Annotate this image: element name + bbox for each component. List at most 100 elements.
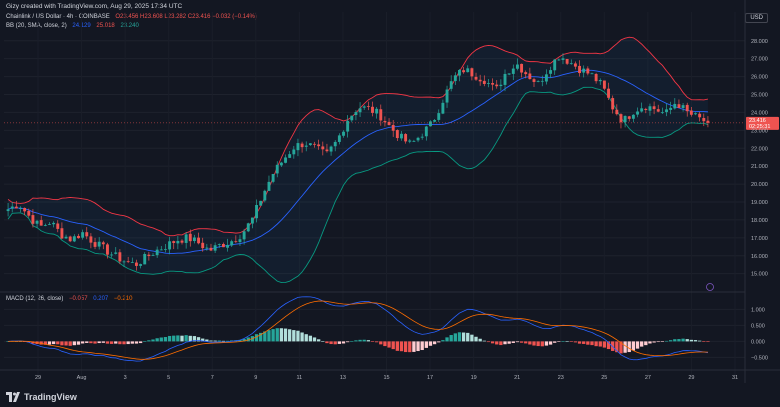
macd-hist-bar bbox=[130, 341, 134, 344]
macd-hist-bar bbox=[631, 341, 636, 351]
macd-hist-bar bbox=[246, 337, 250, 342]
macd-hist-bar bbox=[354, 340, 358, 342]
time-tick-label: Aug bbox=[77, 375, 87, 381]
candle-body bbox=[371, 106, 374, 113]
macd-hist-bar bbox=[428, 341, 433, 346]
macd-value: −0.057 bbox=[69, 296, 88, 302]
candle-body bbox=[532, 79, 536, 82]
candle-body bbox=[544, 74, 548, 82]
macd-hist-bar bbox=[225, 340, 230, 342]
candle-body bbox=[308, 143, 312, 146]
candle-body bbox=[565, 58, 569, 64]
macd-hist-bar bbox=[304, 334, 308, 342]
bb-upper-line bbox=[7, 36, 709, 237]
tradingview-logo[interactable]: TradingView bbox=[6, 392, 77, 402]
candle-body bbox=[412, 140, 416, 142]
candle-body bbox=[246, 223, 250, 232]
macd-hist-bar bbox=[300, 332, 304, 342]
macd-hist-bar bbox=[482, 340, 486, 342]
candle-body bbox=[97, 241, 101, 247]
candle-body bbox=[263, 190, 267, 201]
candle-body bbox=[619, 114, 623, 123]
candle-body bbox=[420, 136, 424, 138]
macd-hist-bar bbox=[275, 328, 279, 342]
macd-hist-bar bbox=[213, 340, 217, 342]
candle-body bbox=[159, 249, 163, 251]
price-tick-label: 22.000 bbox=[751, 146, 768, 152]
last-price-value: 23.416 bbox=[749, 118, 766, 124]
macd-hist-bar bbox=[445, 337, 449, 342]
candle-body bbox=[549, 70, 553, 74]
macd-hist-bar bbox=[577, 341, 582, 344]
bb-label[interactable]: BB (20, SMA, close, 2) bbox=[6, 23, 67, 29]
candle-body bbox=[689, 110, 693, 115]
macd-hist-bar bbox=[660, 341, 665, 342]
macd-line bbox=[8, 296, 708, 362]
candle-body bbox=[561, 58, 565, 60]
candle-body bbox=[486, 83, 490, 84]
price-tick-label: 24.000 bbox=[751, 110, 768, 116]
macd-hist-bar bbox=[416, 341, 420, 352]
candle-body bbox=[122, 261, 126, 263]
time-tick-label: 3 bbox=[124, 375, 127, 381]
macd-hist-bar bbox=[536, 341, 540, 347]
candle-body bbox=[466, 68, 470, 73]
candle-body bbox=[557, 59, 561, 61]
macd-hist-bar bbox=[652, 341, 656, 343]
macd-hist-bar bbox=[495, 341, 499, 345]
candle-body bbox=[499, 84, 503, 87]
candle-body bbox=[495, 84, 499, 87]
macd-hist-bar bbox=[201, 338, 205, 342]
macd-hist-bar bbox=[685, 339, 689, 342]
macd-hist-bar bbox=[242, 338, 246, 342]
macd-hist-bar bbox=[325, 341, 329, 344]
macd-hist-bar bbox=[511, 341, 515, 343]
candle-body bbox=[101, 242, 105, 245]
price-tick-label: 28.000 bbox=[751, 39, 768, 45]
candle-body bbox=[68, 236, 72, 242]
candle-body bbox=[474, 76, 478, 80]
bb-upper-value: 25.018 bbox=[96, 23, 115, 29]
macd-hist-bar bbox=[68, 341, 72, 346]
macd-hist-bar bbox=[64, 341, 68, 346]
candle-body bbox=[143, 253, 147, 265]
candle-body bbox=[238, 239, 242, 243]
candle-body bbox=[515, 64, 519, 69]
macd-hist-bar bbox=[76, 341, 81, 345]
candle-body bbox=[313, 143, 316, 145]
macd-hist-bar bbox=[635, 341, 640, 349]
macd-hist-bar bbox=[470, 334, 474, 342]
symbol-legend[interactable]: Chainlink / US Dollar · 4h · COINBASE O2… bbox=[6, 14, 261, 20]
candle-body bbox=[350, 115, 354, 121]
candle-body bbox=[48, 224, 51, 225]
macd-label[interactable]: MACD (12, 26, close) bbox=[6, 296, 64, 302]
symbol-name[interactable]: Chainlink / US Dollar · 4h · COINBASE bbox=[6, 14, 110, 20]
alert-marker-icon bbox=[706, 283, 714, 291]
price-tick-label: 27.000 bbox=[751, 57, 768, 63]
macd-hist-bar bbox=[515, 341, 520, 343]
time-tick-label: 5 bbox=[167, 375, 170, 381]
macd-hist-bar bbox=[644, 341, 648, 346]
currency-button[interactable]: USD bbox=[745, 13, 768, 23]
macd-tick-label: 0.000 bbox=[751, 339, 765, 345]
candle-body bbox=[221, 243, 225, 248]
price-tick-label: 16.000 bbox=[751, 254, 768, 260]
candle-body bbox=[511, 68, 515, 74]
macd-legend[interactable]: MACD (12, 26, close) −0.057 0.207 −0.210 bbox=[6, 296, 136, 302]
macd-hist-bar bbox=[172, 335, 176, 342]
macd-hist-bar bbox=[507, 341, 511, 344]
candle-body bbox=[64, 236, 68, 239]
candle-body bbox=[226, 244, 230, 248]
macd-hist-bar bbox=[271, 329, 275, 342]
candle-body bbox=[553, 59, 557, 71]
macd-hist-bar bbox=[693, 340, 698, 342]
macd-tick-label: −0.500 bbox=[751, 355, 768, 361]
macd-signal-value: 0.207 bbox=[93, 296, 109, 302]
macd-hist-bar bbox=[109, 341, 114, 344]
price-tick-label: 15.000 bbox=[751, 272, 768, 278]
macd-hist-bar bbox=[126, 341, 130, 345]
macd-hist-bar bbox=[490, 341, 495, 344]
price-tick-label: 19.000 bbox=[751, 200, 768, 206]
macd-hist-bar bbox=[706, 341, 710, 343]
